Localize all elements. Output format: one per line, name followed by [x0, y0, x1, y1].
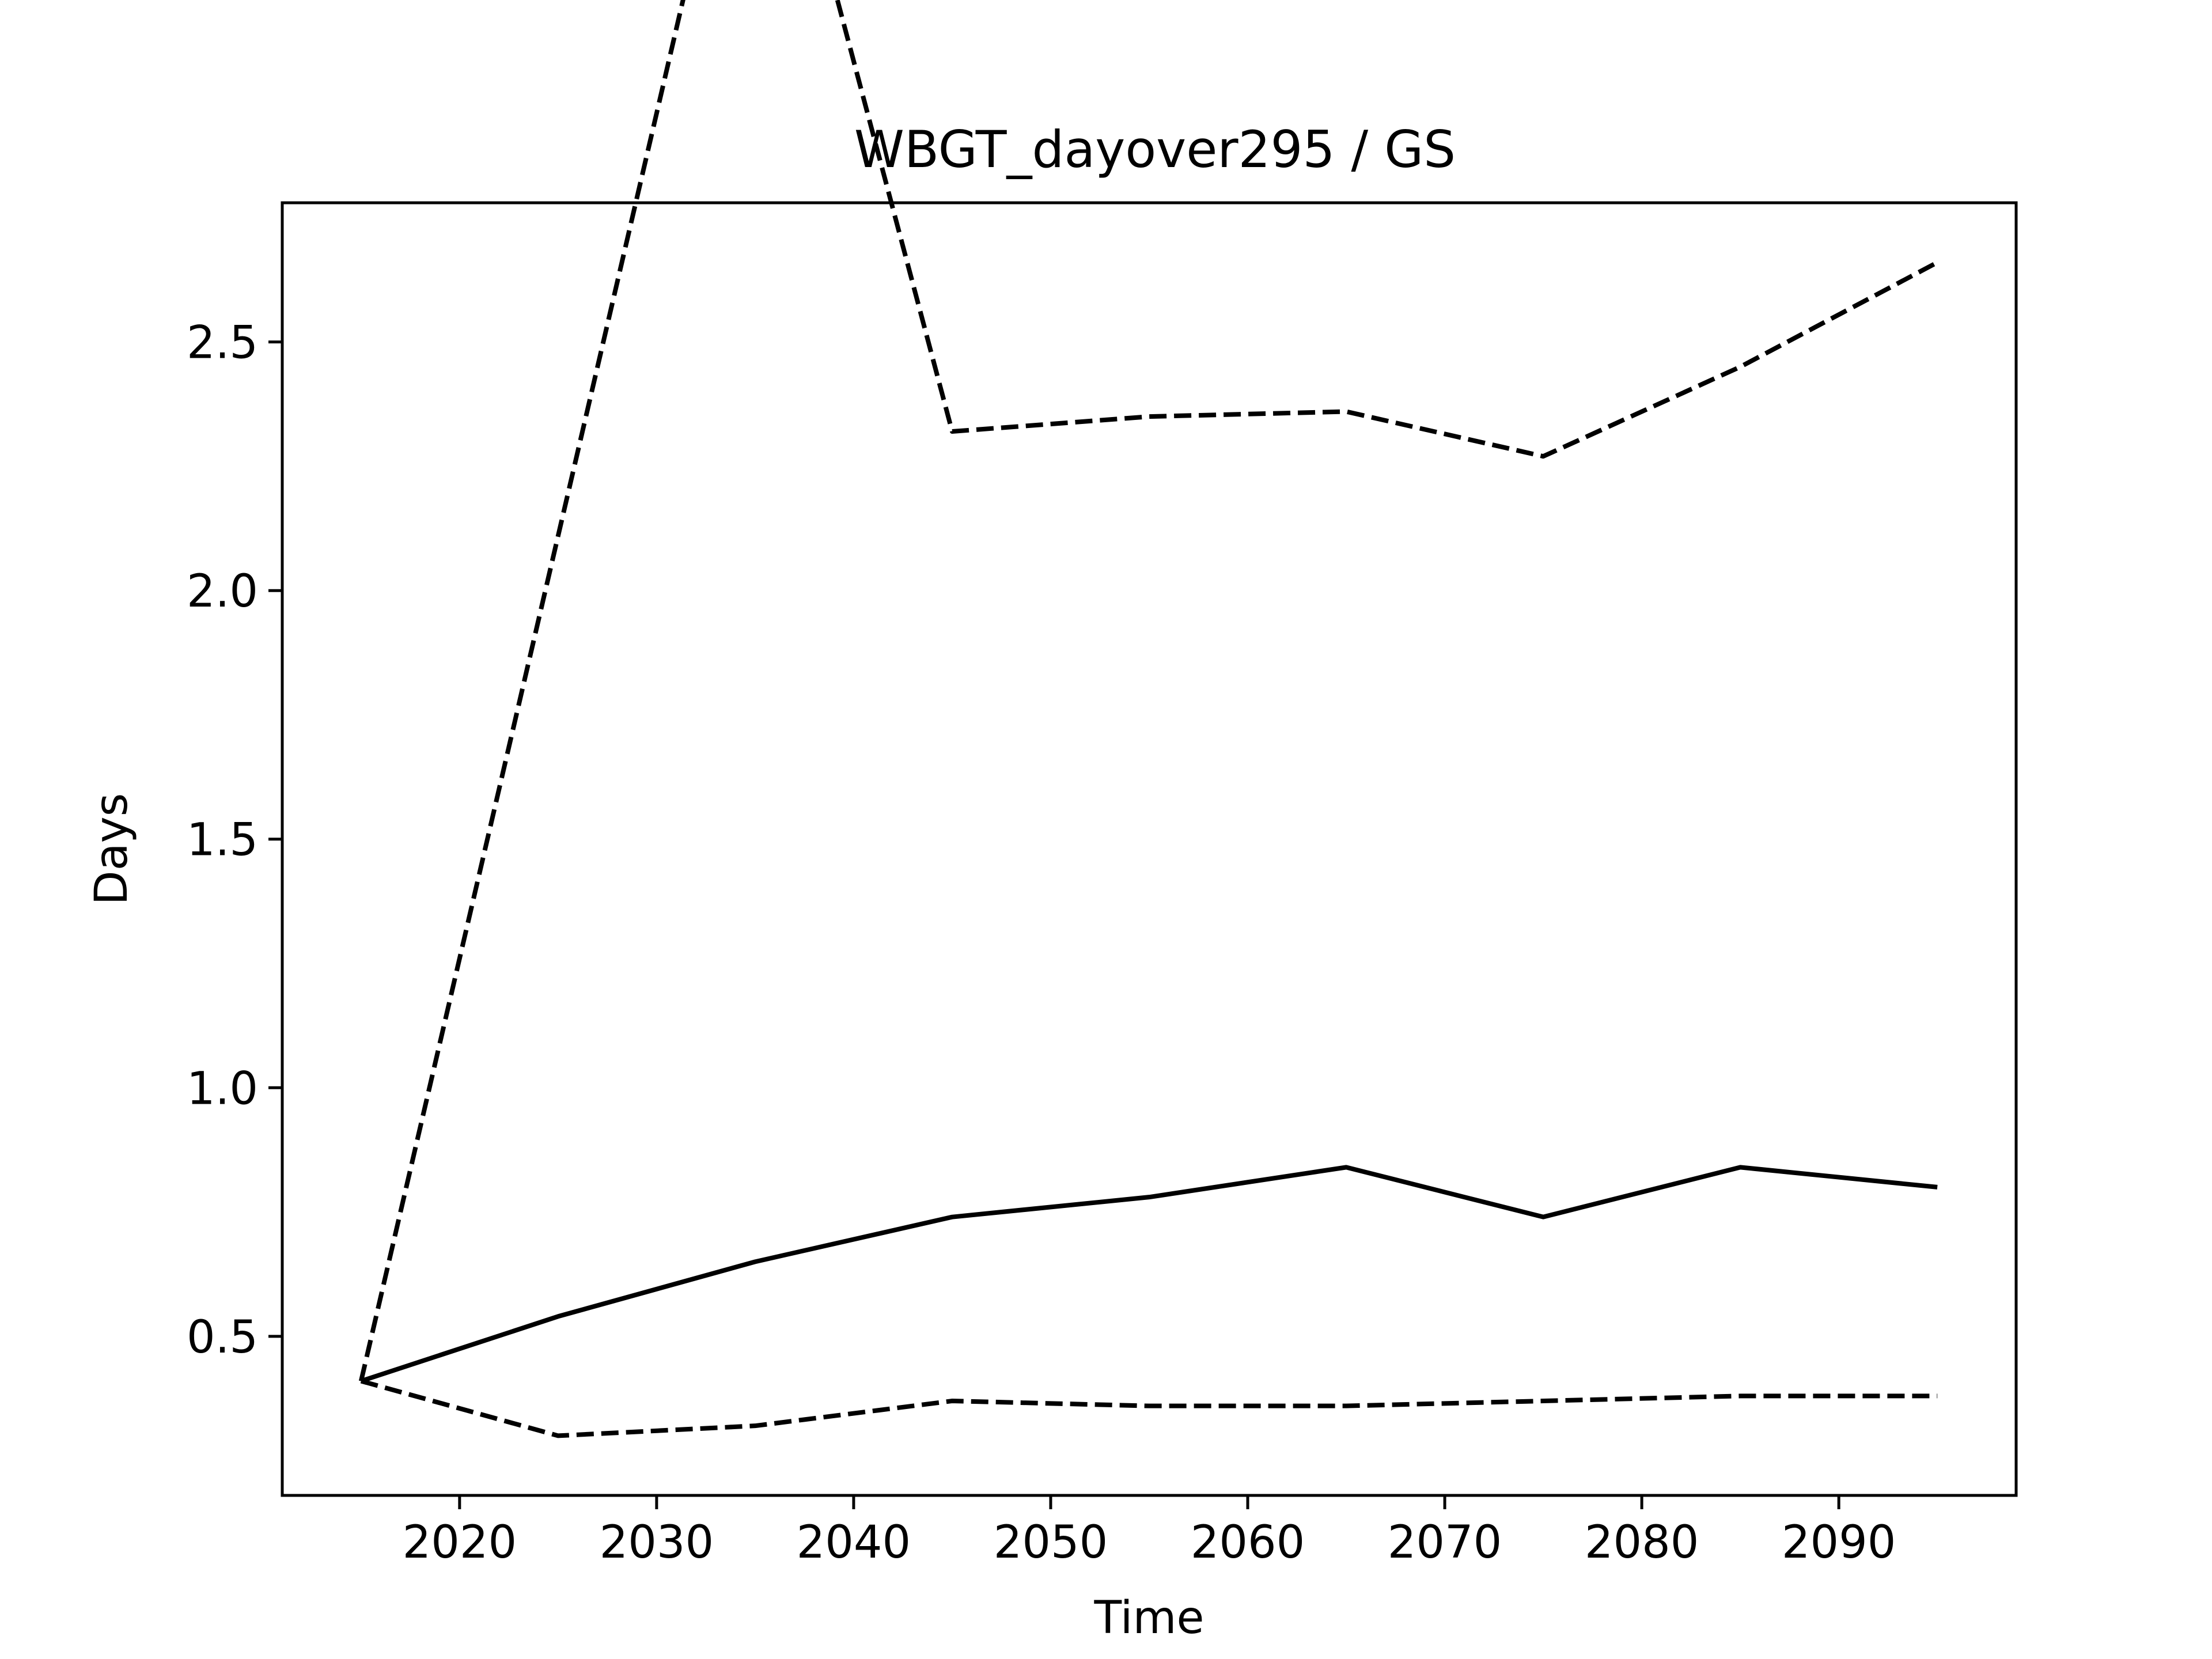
x-tick-label-7: 2090 [1782, 1517, 1896, 1569]
x-tick-label-2: 2040 [797, 1517, 911, 1569]
x-tick-label-1: 2030 [600, 1517, 714, 1569]
x-axis: 2020 2030 2040 2050 2060 2070 2080 2090 [403, 1495, 1896, 1569]
x-tick-label-3: 2050 [994, 1517, 1108, 1569]
chart-title: WBGT_dayover295 / GS [854, 120, 1456, 179]
plot-area [281, 0, 2018, 1497]
y-tick-label-4: 2.5 [187, 317, 258, 369]
y-tick-label-3: 2.0 [187, 566, 258, 618]
y-axis-label: Days [86, 793, 138, 906]
y-axis: 0.5 1.0 1.5 2.0 2.5 [187, 317, 282, 1363]
x-tick-label-5: 2070 [1388, 1517, 1502, 1569]
y-tick-label-2: 1.5 [187, 815, 258, 866]
series-line-1 [360, 1165, 1938, 1384]
x-axis-label: Time [1094, 1592, 1205, 1644]
series-layer [358, 0, 1939, 1438]
y-tick-label-0: 0.5 [187, 1312, 258, 1363]
y-tick-label-1: 1.0 [187, 1063, 258, 1115]
x-tick-label-0: 2020 [403, 1517, 517, 1569]
x-tick-label-4: 2060 [1191, 1517, 1305, 1569]
x-tick-label-6: 2080 [1585, 1517, 1699, 1569]
plot-frame [281, 201, 2018, 1497]
series-line-2 [360, 1378, 1938, 1438]
